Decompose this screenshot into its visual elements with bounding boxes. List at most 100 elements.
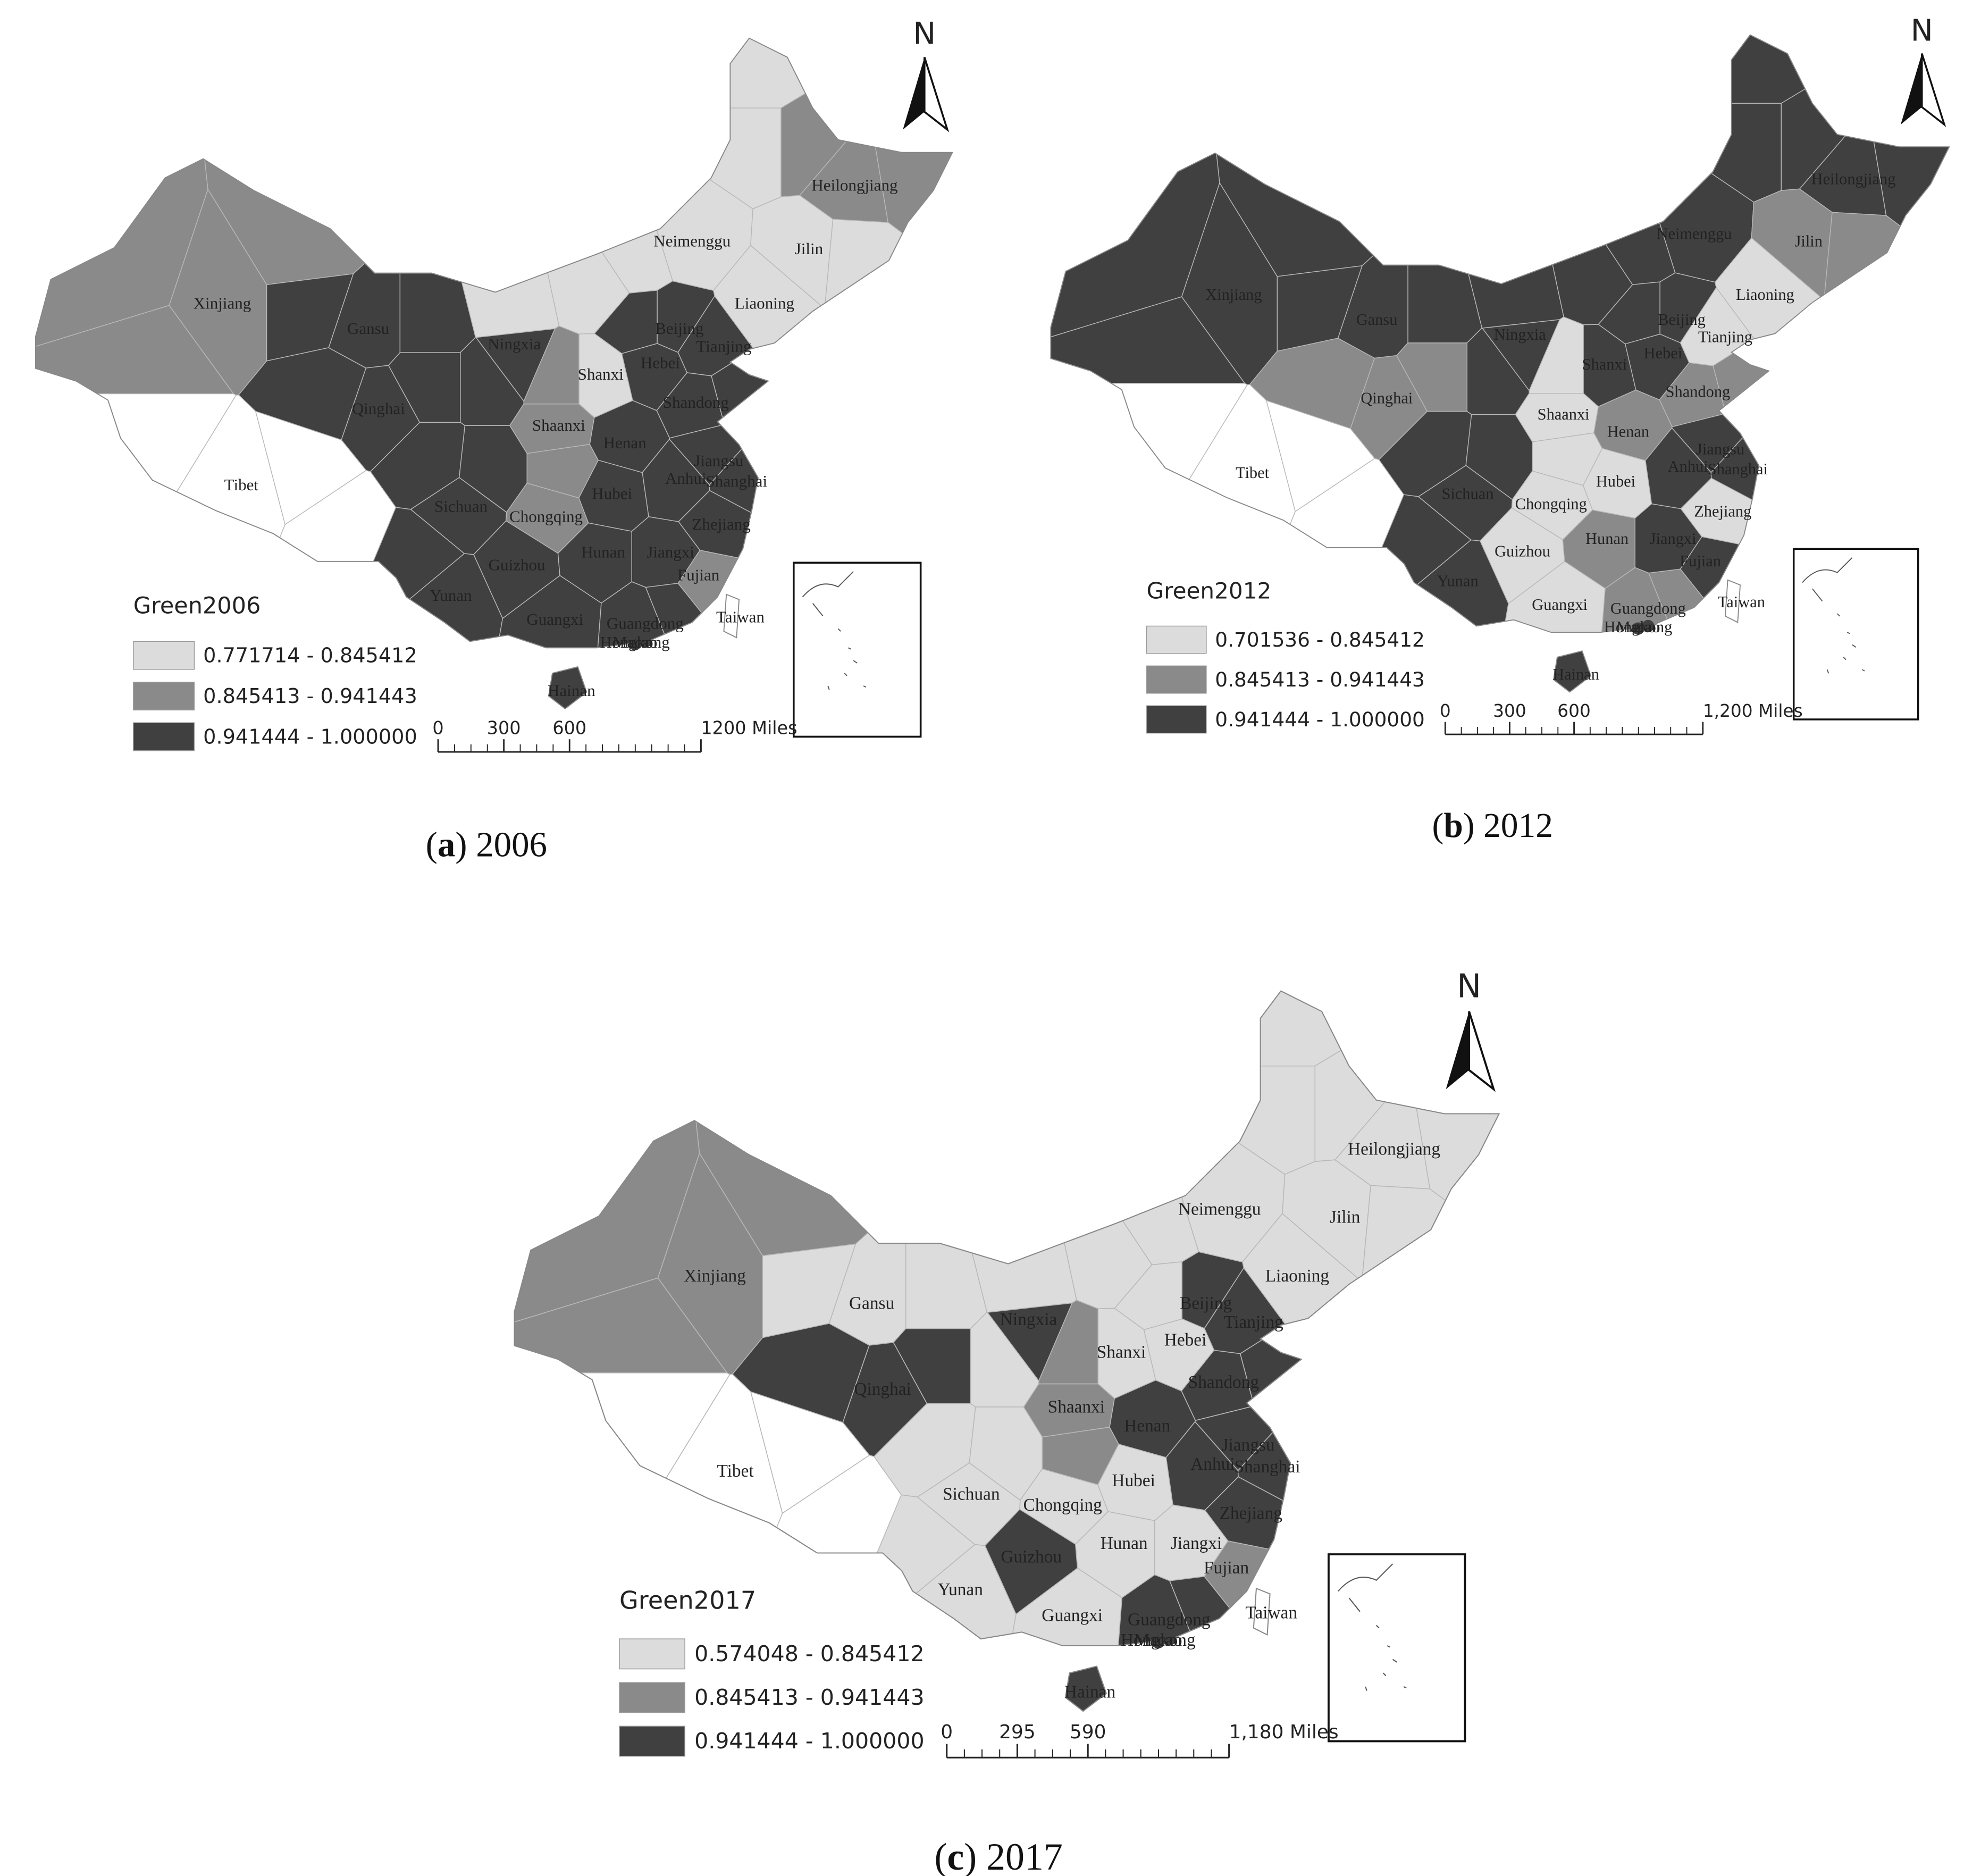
province-label: Sichuan bbox=[434, 497, 488, 516]
inset-coast bbox=[1338, 1563, 1407, 1691]
caption-open: ( bbox=[426, 825, 438, 865]
province-label: Ningxia bbox=[1000, 1310, 1057, 1329]
province-label: Jilin bbox=[1795, 232, 1823, 250]
caption-open: ( bbox=[934, 1836, 947, 1876]
province-label: Neimenggu bbox=[1657, 224, 1732, 242]
province-label: Guizhou bbox=[489, 556, 545, 574]
scale-label: 0 bbox=[1440, 701, 1451, 721]
country-outline bbox=[514, 990, 1500, 1646]
province-label: Gansu bbox=[849, 1293, 894, 1313]
map-panel: Xinjiang Tibet Qinghai Gansu Ningxia Shaanxi S… bbox=[514, 967, 1500, 1876]
north-label: N bbox=[1457, 967, 1481, 1006]
province-region bbox=[266, 273, 354, 362]
map-panel: Xinjiang Tibet Qinghai Gansu Ningxia Shaanxi S… bbox=[1050, 14, 1950, 845]
north-arrow-left bbox=[903, 57, 925, 130]
inset-coast bbox=[1802, 557, 1865, 674]
province-region bbox=[989, 991, 1199, 1266]
province-label: Jiangxi bbox=[647, 543, 694, 562]
province-label: Hongkong bbox=[1121, 1630, 1196, 1650]
island bbox=[548, 666, 587, 710]
province-label: Xinjiang bbox=[1205, 286, 1262, 304]
province-label: Chongqing bbox=[1515, 495, 1587, 513]
province-label: Zhejiang bbox=[1694, 502, 1751, 520]
province-region bbox=[593, 290, 658, 354]
province-region bbox=[979, 991, 1469, 1067]
province-label: Guangdong bbox=[607, 614, 684, 632]
province-label: Liaoning bbox=[735, 294, 794, 312]
island bbox=[723, 593, 740, 639]
country-outline bbox=[35, 37, 953, 649]
province-region bbox=[1114, 1261, 1182, 1330]
city-region bbox=[1642, 619, 1655, 633]
legend-swatch bbox=[619, 1682, 685, 1713]
province-label: Hainan bbox=[1552, 665, 1599, 683]
province-label: Hainan bbox=[1064, 1682, 1116, 1702]
province-label: Heilongjiang bbox=[1811, 170, 1896, 188]
province-label: Macao bbox=[1616, 618, 1660, 636]
scale-label: 300 bbox=[487, 718, 521, 739]
legend-title: Green2006 bbox=[133, 592, 261, 619]
province-label: Anhui bbox=[1668, 457, 1708, 475]
province-label: Shanxi bbox=[1582, 355, 1627, 373]
province-label: Guangdong bbox=[1128, 1610, 1211, 1629]
province-label: Taiwan bbox=[1245, 1603, 1297, 1623]
caption: (b) 2012 bbox=[1432, 807, 1554, 845]
province-label: Guangxi bbox=[526, 610, 583, 629]
province-label: Shanghai bbox=[1234, 1457, 1300, 1477]
province-label: Tianjing bbox=[1698, 328, 1752, 346]
province-label: Henan bbox=[603, 433, 647, 452]
province-label: Guangxi bbox=[1042, 1606, 1103, 1626]
legend-label: 0.845413 - 0.941443 bbox=[1215, 668, 1425, 691]
province-label: Shaanxi bbox=[1048, 1397, 1105, 1417]
island bbox=[1552, 650, 1592, 693]
province-label: Jiangxi bbox=[1171, 1534, 1222, 1553]
inset-frame bbox=[792, 562, 922, 738]
caption-letter: a bbox=[438, 825, 455, 865]
province-region bbox=[35, 393, 237, 648]
province-label: Beijing bbox=[655, 319, 703, 338]
province-label: Shandong bbox=[1188, 1372, 1260, 1392]
province-region bbox=[1277, 265, 1363, 352]
north-arrow-left bbox=[1901, 53, 1922, 125]
province-label: Guizhou bbox=[1001, 1547, 1062, 1567]
country-outline bbox=[1050, 34, 1950, 633]
province-region bbox=[1824, 212, 1950, 465]
province-label: Qinghai bbox=[1361, 389, 1413, 407]
city-region bbox=[628, 638, 642, 651]
caption: (c) 2017 bbox=[934, 1836, 1062, 1876]
province-label: Gansu bbox=[347, 319, 389, 338]
legend-label: 0.941444 - 1.000000 bbox=[203, 725, 417, 749]
province-region bbox=[476, 575, 602, 648]
province-label: Hubei bbox=[1596, 472, 1635, 490]
province-region bbox=[477, 38, 674, 294]
province-label: Heilongjiang bbox=[1348, 1139, 1440, 1159]
province-label: Liaoning bbox=[1736, 286, 1794, 304]
caption-open: ( bbox=[1432, 807, 1444, 845]
province-label: Shandong bbox=[1666, 383, 1731, 401]
province-label: Beijing bbox=[1180, 1293, 1232, 1313]
province-label: Guizhou bbox=[1495, 542, 1550, 560]
province-label: Neimenggu bbox=[653, 231, 731, 250]
province-region bbox=[588, 581, 716, 648]
province-label: Shanghai bbox=[1708, 460, 1768, 478]
legend-label: 0.941444 - 1.000000 bbox=[1215, 708, 1425, 731]
city-region bbox=[1632, 622, 1644, 635]
scale-label: 1,200 Miles bbox=[1703, 701, 1803, 721]
legend-swatch bbox=[619, 1638, 685, 1670]
caption-rest: ) 2017 bbox=[964, 1836, 1063, 1876]
province-label: Tibet bbox=[1236, 464, 1270, 482]
island bbox=[1064, 1665, 1107, 1712]
scale-label: 1200 Miles bbox=[701, 718, 797, 739]
province-label: Jiangxi bbox=[1650, 530, 1697, 548]
province-label: Henan bbox=[1607, 423, 1649, 441]
legend-label: 0.771714 - 0.845412 bbox=[203, 644, 417, 667]
province-region bbox=[399, 169, 476, 353]
province-label: Sichuan bbox=[943, 1484, 1000, 1504]
province-label: Hubei bbox=[1112, 1471, 1155, 1490]
province-region bbox=[1051, 383, 1248, 633]
province-label: Tibet bbox=[224, 475, 259, 494]
legend-title: Green2012 bbox=[1147, 578, 1272, 604]
caption-rest: ) 2006 bbox=[455, 825, 547, 865]
province-label: Fujian bbox=[1204, 1558, 1249, 1578]
